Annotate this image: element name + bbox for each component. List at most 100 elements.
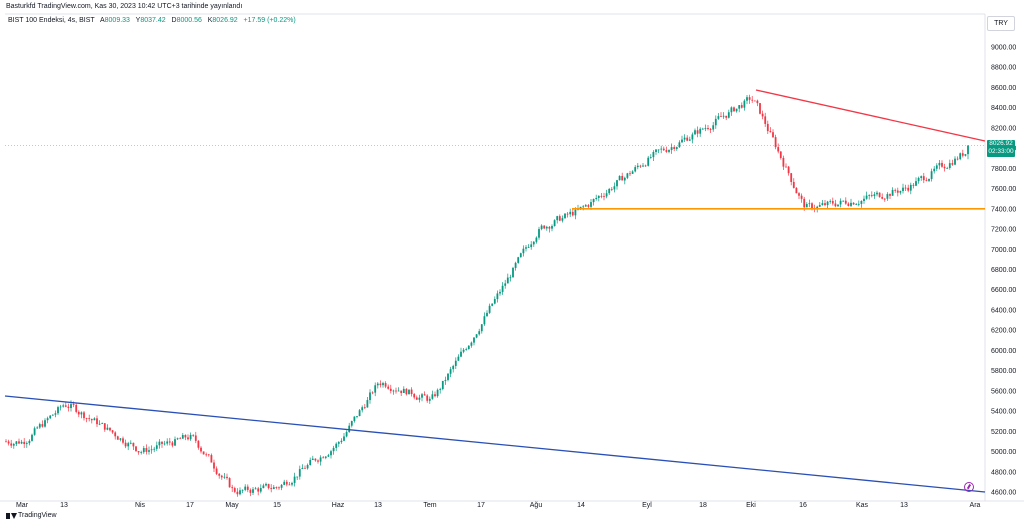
candle-body — [720, 116, 722, 117]
candle-body — [384, 383, 387, 387]
candle-body — [642, 165, 644, 167]
last-price-value: 8026.92 — [989, 140, 1013, 147]
symbol-label[interactable]: BIST 100 Endeksi, 4s, BIST — [8, 17, 95, 24]
candle-body — [886, 194, 889, 199]
candle-body — [153, 448, 156, 450]
candle-body — [462, 349, 465, 352]
candle-body — [878, 192, 881, 197]
candle-body — [701, 128, 704, 130]
candle-body — [512, 267, 514, 278]
candle-body — [681, 139, 683, 143]
candle-body — [155, 445, 158, 449]
candle-body — [436, 389, 439, 397]
candle-body — [132, 442, 135, 447]
candle-body — [779, 151, 782, 158]
x-tick-label: 14 — [577, 502, 585, 509]
candle-body — [441, 380, 444, 390]
candle-body — [434, 394, 436, 397]
candle-body — [631, 171, 634, 174]
candle-body — [356, 416, 358, 417]
candle-body — [226, 476, 228, 479]
candle-body — [675, 147, 678, 149]
candle-body — [348, 425, 351, 433]
candle-body — [850, 202, 852, 206]
candle-body — [491, 303, 494, 306]
candle-body — [267, 483, 270, 489]
candle-body — [36, 427, 39, 429]
candle-body — [304, 467, 306, 469]
x-tick-label: Eyl — [642, 502, 652, 509]
candle-body — [564, 213, 566, 219]
candle-body — [907, 187, 910, 191]
footer-brand[interactable]: TradingView — [18, 512, 57, 519]
candle-body — [660, 148, 663, 150]
candle-body — [77, 411, 80, 415]
candle-body — [119, 438, 122, 440]
candle-body — [956, 158, 959, 160]
candle-body — [837, 204, 839, 207]
candle-body — [954, 158, 956, 165]
candle-body — [187, 437, 189, 440]
candle-body — [405, 388, 408, 395]
candle-body — [777, 147, 780, 152]
candle-body — [790, 173, 793, 182]
candle-body — [647, 157, 650, 166]
candle-body — [85, 418, 88, 419]
candle-body — [891, 189, 894, 196]
alert-icon[interactable] — [964, 482, 974, 492]
candle-body — [746, 97, 748, 101]
candle-body — [699, 128, 702, 134]
candle-body — [283, 481, 286, 485]
candle-body — [753, 100, 756, 102]
candle-body — [262, 485, 265, 489]
candle-body — [410, 389, 413, 395]
candle-body — [46, 418, 49, 421]
y-tick-label: 6800.00 — [991, 267, 1016, 274]
low-label: D — [171, 17, 177, 24]
currency-button[interactable]: TRY — [987, 16, 1015, 31]
candle-body — [220, 475, 223, 478]
candle-body — [772, 132, 774, 138]
candle-body — [353, 416, 356, 422]
candle-body — [899, 191, 902, 193]
candle-body — [246, 486, 249, 490]
y-tick-label: 7600.00 — [991, 186, 1016, 193]
candle-body — [44, 420, 46, 427]
candle-body — [174, 439, 176, 446]
candle-body — [330, 451, 332, 456]
candle-body — [140, 452, 143, 453]
x-tick-label: 18 — [699, 502, 707, 509]
candle-body — [551, 226, 553, 229]
candle-body — [207, 454, 210, 456]
candle-body — [41, 424, 44, 427]
candle-body — [449, 369, 452, 374]
candle-body — [694, 130, 696, 135]
candle-body — [176, 438, 179, 440]
candle-body — [465, 349, 468, 350]
candle-body — [574, 209, 577, 216]
candle-body — [514, 262, 517, 268]
candle-body — [501, 285, 504, 292]
candle-body — [488, 305, 491, 313]
x-tick-label: 17 — [477, 502, 485, 509]
y-tick-label: 5000.00 — [991, 449, 1016, 456]
candle-body — [811, 203, 813, 209]
candle-body — [792, 181, 795, 188]
y-tick-label: 5400.00 — [991, 409, 1016, 416]
candle-body — [166, 441, 169, 444]
candle-body — [88, 418, 91, 420]
candle-body — [785, 166, 787, 168]
candle-body — [98, 423, 101, 425]
candle-body — [769, 131, 772, 133]
candle-body — [712, 125, 715, 130]
y-tick-label: 5800.00 — [991, 368, 1016, 375]
y-tick-label: 9000.00 — [991, 45, 1016, 52]
x-tick-label: Ara — [970, 502, 981, 509]
candle-body — [259, 488, 262, 492]
candle-body — [306, 465, 309, 469]
candle-body — [275, 487, 278, 488]
candle-body — [714, 118, 717, 126]
candle-body — [257, 488, 260, 492]
y-tick-label: 4600.00 — [991, 490, 1016, 497]
